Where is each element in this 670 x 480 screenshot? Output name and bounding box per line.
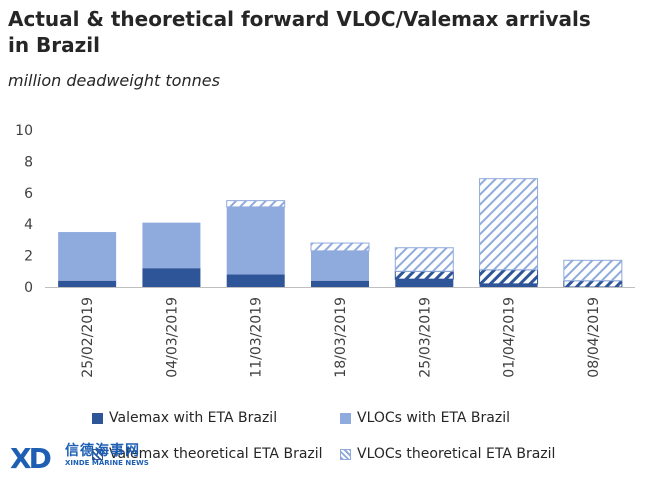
legend-label: Valemax theoretical ETA Brazil — [109, 446, 323, 462]
legend-swatch — [340, 412, 351, 424]
y-tick-label: 2 — [24, 249, 33, 265]
legend-item: Valemax with ETA Brazil — [92, 410, 277, 426]
legend-item: Valemax theoretical ETA Brazil — [92, 446, 323, 462]
bar-segment-valemax-with-eta-brazil — [58, 280, 117, 287]
bar-segment-valemax-theoretical-eta-brazil — [563, 280, 623, 288]
bar-segment-valemax-with-eta-brazil — [479, 283, 538, 287]
watermark-logo: XD — [10, 442, 52, 475]
bar-segment-vlocs-theoretical-eta-brazil — [394, 247, 454, 272]
bar-segment-vlocs-theoretical-eta-brazil — [226, 200, 286, 208]
bar-segment-vlocs-with-eta-brazil — [226, 206, 285, 275]
bar-segment-vlocs-theoretical-eta-brazil — [479, 178, 539, 271]
legend-swatch — [340, 448, 351, 460]
bar-segment-valemax-theoretical-eta-brazil — [394, 270, 454, 280]
legend-label: VLOCs with ETA Brazil — [357, 410, 510, 426]
bar-segment-valemax-with-eta-brazil — [142, 268, 201, 287]
legend-label: Valemax with ETA Brazil — [109, 410, 278, 426]
bar-segment-valemax-theoretical-eta-brazil — [479, 269, 539, 285]
bar-segment-valemax-with-eta-brazil — [395, 279, 454, 287]
chart-title: Actual & theoretical forward VLOC/Valema… — [8, 7, 591, 57]
bar-segment-valemax-with-eta-brazil — [311, 280, 369, 287]
x-tick-label: 11/03/2019 — [249, 297, 265, 378]
legend-swatch — [92, 412, 103, 424]
bar-segment-vlocs-with-eta-brazil — [142, 222, 201, 269]
watermark-english-name: XINDE MARINE NEWS — [65, 459, 149, 467]
chart-subtitle: million deadweight tonnes — [8, 71, 220, 90]
bar-segment-vlocs-with-eta-brazil — [58, 232, 117, 281]
y-tick-label: 6 — [24, 186, 33, 202]
x-tick-label: 25/02/2019 — [80, 297, 96, 378]
watermark-chinese-name: 信德海事网 — [65, 443, 140, 459]
legend-item: VLOCs theoretical ETA Brazil — [340, 446, 555, 462]
x-tick-label: 04/03/2019 — [164, 297, 180, 378]
y-tick-label: 0 — [24, 280, 33, 296]
legend-label: VLOCs theoretical ETA Brazil — [357, 446, 556, 462]
y-tick-label: 8 — [24, 154, 33, 170]
x-tick-label: 25/03/2019 — [417, 297, 433, 378]
y-tick-label: 4 — [24, 217, 33, 233]
x-tick-label: 18/03/2019 — [333, 297, 349, 378]
bar-segment-vlocs-with-eta-brazil — [311, 250, 369, 281]
bar-segment-valemax-with-eta-brazil — [226, 274, 285, 287]
x-tick-label: 08/04/2019 — [586, 297, 602, 378]
y-tick-label: 10 — [15, 123, 33, 139]
bar-segment-vlocs-theoretical-eta-brazil — [563, 259, 623, 282]
legend-swatch — [92, 448, 103, 460]
legend-item: VLOCs with ETA Brazil — [340, 410, 510, 426]
bar-segment-vlocs-theoretical-eta-brazil — [310, 242, 370, 252]
watermark: XD 信德海事网 XINDE MARINE NEWS — [10, 440, 160, 475]
x-tick-label: 01/04/2019 — [502, 297, 518, 378]
